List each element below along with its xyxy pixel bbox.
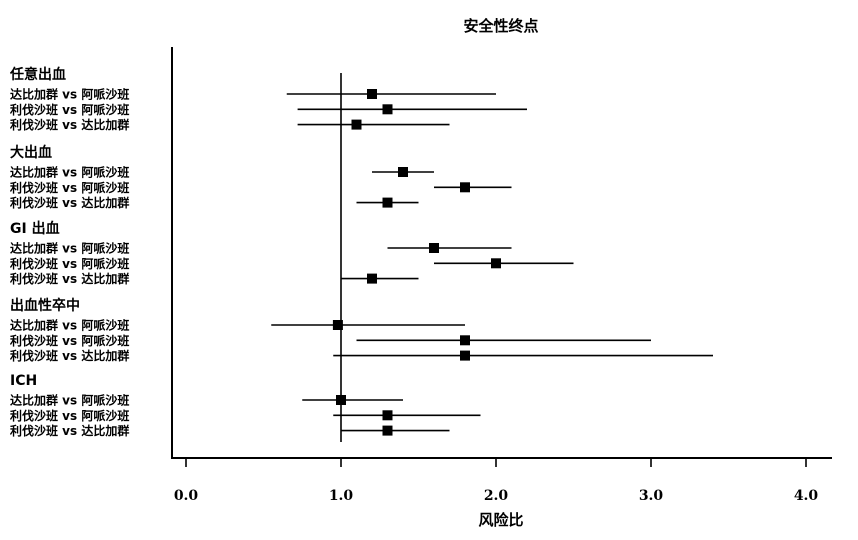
group-label-0: 任意出血 bbox=[9, 66, 66, 83]
group-label-1: 大出血 bbox=[10, 144, 52, 161]
hr-point-2-2 bbox=[367, 273, 377, 284]
hr-point-2-0 bbox=[429, 243, 439, 253]
hr-point-4-2 bbox=[382, 425, 393, 436]
row-label-0-1: 利伐沙班 vs 阿哌沙班 bbox=[10, 102, 129, 117]
hr-point-1-1 bbox=[460, 182, 470, 193]
hr-point-0-0 bbox=[367, 89, 377, 99]
row-label-0-2: 利伐沙班 vs 达比加群 bbox=[10, 117, 129, 132]
x-tick-label-3: 3.0 bbox=[639, 488, 664, 504]
x-tick-label-0: 0.0 bbox=[174, 488, 199, 504]
group-label-2: GI 出血 bbox=[10, 220, 60, 237]
row-label-4-1: 利伐沙班 vs 阿哌沙班 bbox=[10, 408, 129, 423]
hr-point-0-1 bbox=[382, 104, 393, 115]
hr-point-3-1 bbox=[460, 335, 470, 346]
row-label-1-1: 利伐沙班 vs 阿哌沙班 bbox=[10, 180, 129, 195]
group-label-3: 出血性卒中 bbox=[10, 297, 80, 314]
group-label-4: ICH bbox=[10, 373, 37, 389]
row-label-1-2: 利伐沙班 vs 达比加群 bbox=[10, 195, 129, 210]
hr-point-2-1 bbox=[491, 258, 501, 269]
x-tick-label-1: 1.0 bbox=[329, 488, 354, 504]
row-label-3-0: 达比加群 vs 阿哌沙班 bbox=[10, 318, 129, 333]
hr-point-3-0 bbox=[332, 320, 343, 330]
row-label-2-0: 达比加群 vs 阿哌沙班 bbox=[10, 241, 129, 256]
hr-point-4-0 bbox=[336, 395, 346, 405]
hr-point-1-2 bbox=[382, 197, 393, 208]
row-label-0-0: 达比加群 vs 阿哌沙班 bbox=[10, 87, 129, 102]
hr-point-3-2 bbox=[460, 350, 470, 361]
x-tick-label-4: 4.0 bbox=[794, 488, 819, 504]
hr-point-1-0 bbox=[398, 167, 408, 177]
x-axis-label: 风险比 bbox=[478, 511, 523, 529]
hr-point-4-1 bbox=[382, 410, 393, 421]
chart-title: 安全性终点 bbox=[463, 17, 538, 35]
row-label-3-2: 利伐沙班 vs 达比加群 bbox=[10, 348, 129, 363]
row-label-4-0: 达比加群 vs 阿哌沙班 bbox=[10, 393, 129, 408]
row-label-4-2: 利伐沙班 vs 达比加群 bbox=[10, 423, 129, 438]
row-label-2-2: 利伐沙班 vs 达比加群 bbox=[10, 271, 129, 286]
forest-rows bbox=[271, 73, 713, 442]
hr-point-0-2 bbox=[351, 119, 362, 130]
x-tick-label-2: 2.0 bbox=[484, 488, 509, 504]
row-label-2-1: 利伐沙班 vs 阿哌沙班 bbox=[10, 256, 129, 271]
row-label-1-0: 达比加群 vs 阿哌沙班 bbox=[10, 165, 129, 180]
row-label-3-1: 利伐沙班 vs 阿哌沙班 bbox=[10, 333, 129, 348]
x-axis-ticks: 0.0 1.0 2.0 3.0 4.0 bbox=[174, 458, 819, 504]
